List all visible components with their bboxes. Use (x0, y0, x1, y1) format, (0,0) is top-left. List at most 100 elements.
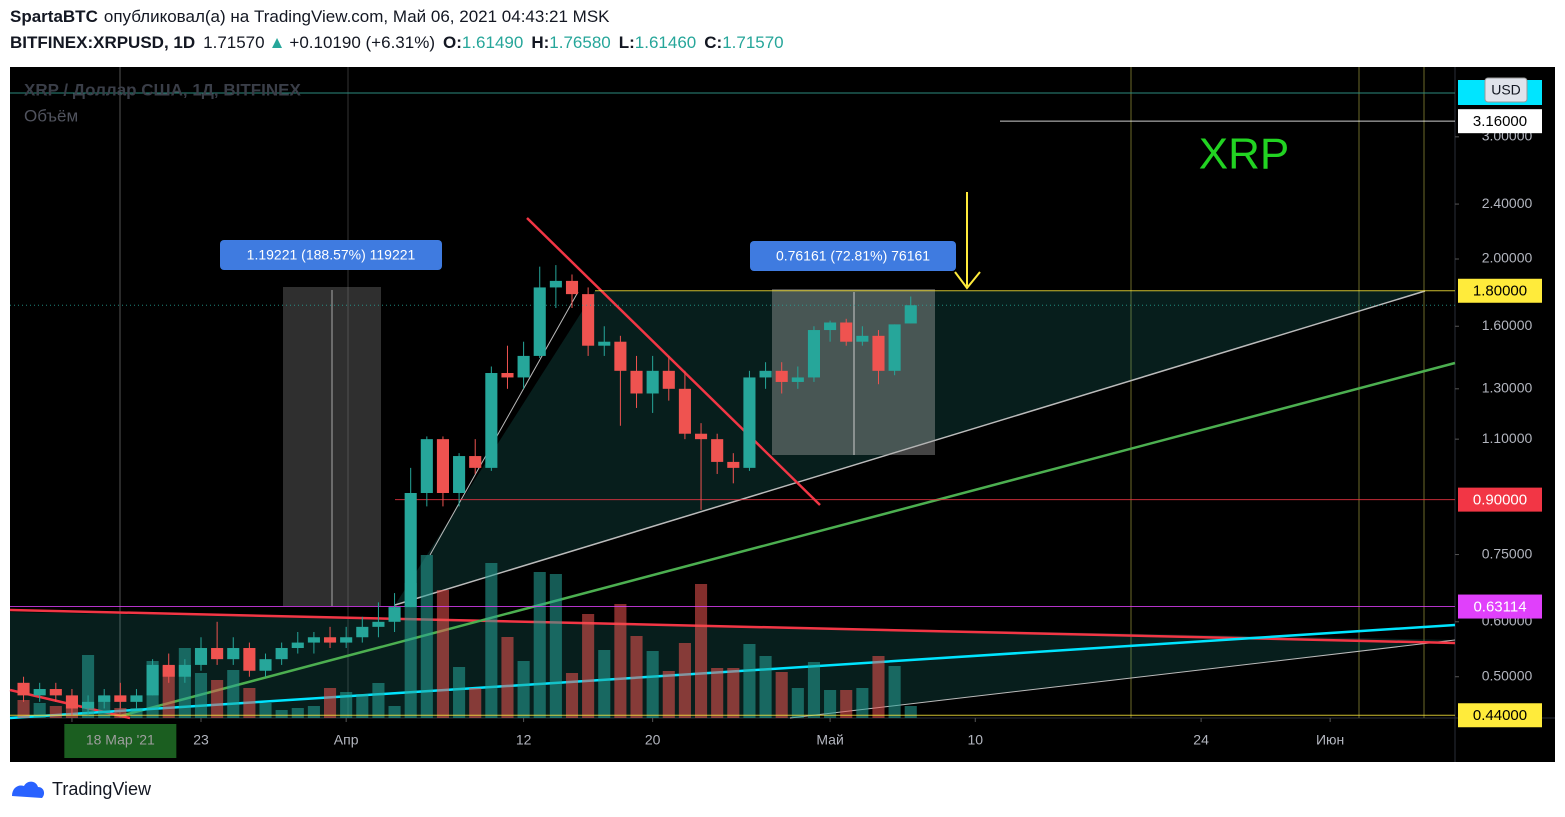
x-tick-label: Май (816, 732, 843, 748)
volume-bar (791, 688, 804, 718)
volume-bar (17, 700, 30, 718)
header-line-1: SpartaBTC опубликовал(а) на TradingView.c… (10, 7, 610, 26)
candle-body (178, 664, 191, 677)
y-tick-label: 1.30000 (1482, 380, 1533, 396)
candle-body (824, 322, 837, 331)
volume-bar (291, 708, 304, 718)
candle-body (227, 648, 240, 660)
y-tick-label: 2.40000 (1482, 195, 1533, 211)
price-badge-label: 1.80000 (1473, 283, 1527, 300)
crosshair-label: 18 Мар '21 (86, 732, 155, 748)
price-badge (1458, 109, 1542, 134)
candle-body (872, 335, 885, 371)
up-arrow: ▲ (269, 33, 286, 52)
volume-bar (388, 706, 401, 718)
volume-bar (130, 708, 143, 718)
volume-bar (178, 648, 191, 718)
candle-body (420, 439, 433, 493)
measure-label-box (220, 240, 442, 270)
candle-body (630, 370, 643, 394)
volume-bar (323, 688, 337, 718)
x-tick-label: 23 (193, 732, 209, 748)
candle-body (501, 373, 514, 378)
candle-body (436, 439, 450, 493)
logo (12, 781, 45, 798)
measure-label: 0.76161 (72.81%) 76161 (776, 248, 930, 264)
candle-body (356, 626, 369, 638)
trend-line (526, 217, 821, 506)
price-badge-label: 0.63114 (1473, 599, 1526, 616)
trend-line (394, 290, 1426, 606)
candle-body (759, 370, 772, 378)
candle-body (65, 695, 78, 709)
candle-body (114, 695, 127, 702)
x-tick-label: Апр (334, 732, 359, 748)
trend-line (9, 608, 1456, 645)
currency-box (1484, 77, 1528, 103)
trend-line (119, 361, 1456, 718)
ohlc-label: H: (531, 33, 549, 52)
volume-bar (711, 668, 724, 718)
candle-body (517, 355, 530, 378)
crosshair-label-box (64, 724, 177, 758)
volume-bar (775, 672, 788, 718)
symbol: BITFINEX:XRPUSD, 1D (10, 33, 195, 52)
volume-bar (646, 651, 659, 718)
candle-body (678, 388, 691, 434)
candle-body (33, 689, 46, 696)
volume-bar (807, 662, 821, 718)
volume-bar (485, 563, 498, 718)
candle-body (259, 659, 272, 671)
candle-body (888, 324, 901, 371)
volume-bar (630, 636, 643, 718)
volume-bar (694, 584, 708, 718)
price-badge (1458, 703, 1542, 728)
candle-body (275, 648, 288, 660)
volume-bar (614, 604, 627, 718)
volume-bar (856, 688, 869, 718)
candle-body (694, 433, 708, 440)
candle-body (549, 280, 562, 288)
candle-body (291, 642, 304, 649)
candle-body (840, 322, 853, 342)
volume-bar (598, 650, 611, 718)
candle-body (565, 280, 579, 295)
candle-body (194, 648, 208, 665)
volume-bar (404, 583, 417, 718)
candle-body (856, 335, 869, 342)
price-badge (1458, 278, 1542, 303)
y-tick-label: 0.75000 (1482, 545, 1533, 561)
candle-body (614, 341, 627, 371)
candle-body (598, 341, 611, 346)
volume-bar (259, 703, 272, 718)
measure-label: 1.19221 (188.57%) 119221 (247, 247, 416, 263)
candle-body (775, 370, 788, 382)
volume-bar (501, 637, 514, 718)
ohlc-label: L: (619, 33, 635, 52)
volume-bar (565, 673, 579, 718)
candle-body (49, 689, 62, 696)
legend-volume: Объём (24, 106, 78, 125)
volume-bar (356, 694, 369, 718)
change: +0.10190 (+6.31%) (289, 33, 435, 52)
ohlc-value: 1.61490 (462, 33, 523, 52)
y-tick-label: 2.00000 (1482, 250, 1533, 266)
chart-background (10, 67, 1555, 762)
logo-icon (12, 781, 45, 798)
axes: USD 3.000002.400002.000001.600001.300001… (64, 77, 1542, 758)
author: SpartaBTC (10, 7, 98, 26)
volume-bar (194, 673, 208, 718)
volume-bar (211, 680, 224, 718)
ohlc-label: C: (704, 33, 722, 52)
volume-bar (678, 643, 691, 718)
header-line-2: BITFINEX:XRPUSD, 1D 1.71570 ▲ +0.10190 (+6.… (10, 33, 784, 52)
candle-body (453, 456, 466, 493)
y-tick-label: 0.50000 (1482, 667, 1533, 683)
candle-body (404, 492, 417, 608)
trend-line (429, 291, 579, 556)
measure-label-box (750, 241, 956, 271)
candle-body (807, 330, 821, 378)
plot (10, 120, 1455, 716)
volume-bar (114, 708, 127, 718)
candle-body (469, 456, 482, 468)
